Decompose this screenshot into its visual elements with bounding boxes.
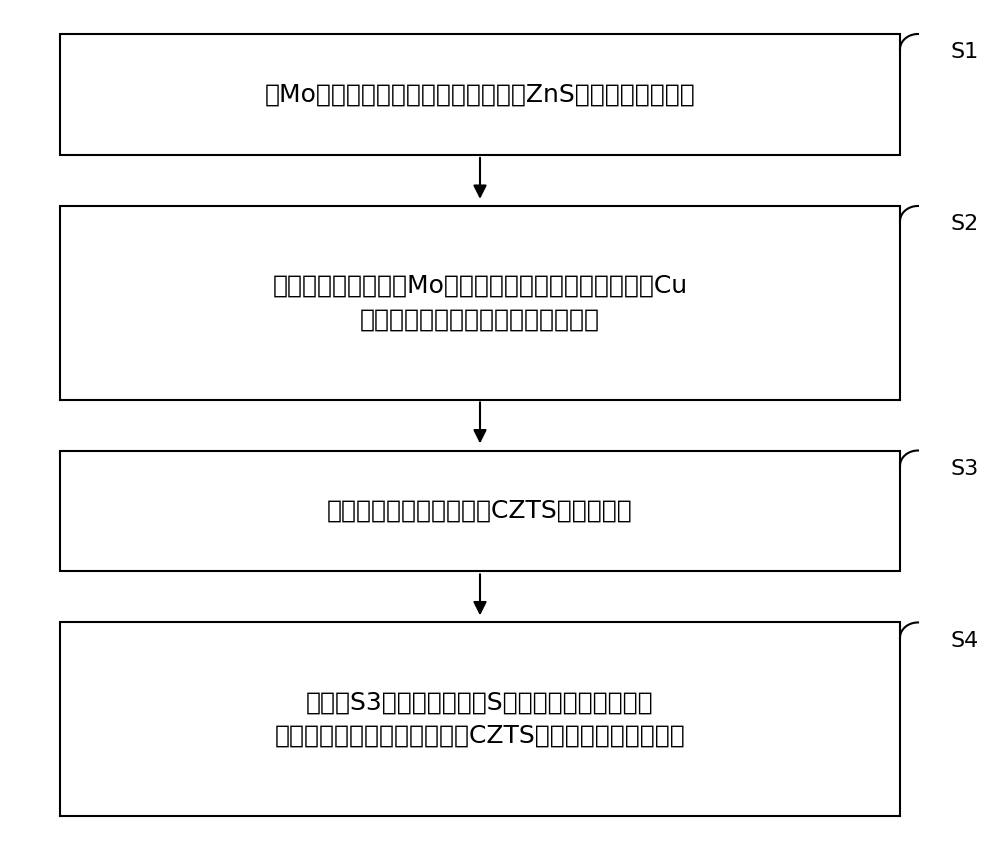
FancyBboxPatch shape xyxy=(60,450,900,571)
FancyBboxPatch shape xyxy=(60,34,900,155)
FancyBboxPatch shape xyxy=(60,206,900,400)
Text: S2: S2 xyxy=(950,214,978,235)
Text: 将步骤S3处理后的样品在S蒸气的气氛环境下进行
退火处理，得到具有修饰层的CZTS薄膜太阳能电池背电极: 将步骤S3处理后的样品在S蒸气的气氛环境下进行 退火处理，得到具有修饰层的CZT… xyxy=(275,690,685,748)
Text: S3: S3 xyxy=(950,459,978,479)
Text: 将具有第一溅射层的Mo基底置于真空条件下，直流溅射Cu
，在第一溅射层表面形成第二溅射层: 将具有第一溅射层的Mo基底置于真空条件下，直流溅射Cu ，在第一溅射层表面形成第… xyxy=(272,274,688,332)
Text: S1: S1 xyxy=(950,42,978,63)
FancyBboxPatch shape xyxy=(60,622,900,816)
Text: 在第二溅射层的表面旋涂CZTS前驱体溶胶: 在第二溅射层的表面旋涂CZTS前驱体溶胶 xyxy=(327,499,633,523)
Text: 将Mo基底置于真空条件下，射频溅射ZnS，形成第一溅射层: 将Mo基底置于真空条件下，射频溅射ZnS，形成第一溅射层 xyxy=(265,82,695,106)
Text: S4: S4 xyxy=(950,631,978,651)
